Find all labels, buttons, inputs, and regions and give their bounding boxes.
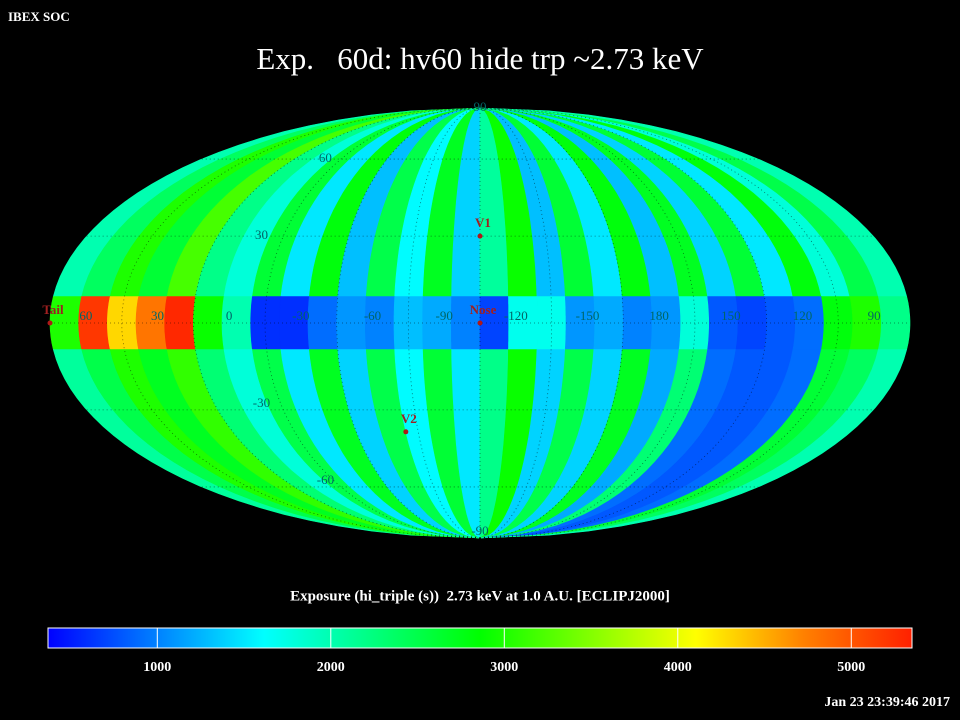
colorbar-tick-label: 2000: [317, 660, 345, 675]
marker: [47, 320, 53, 326]
colorbar-tick-label: 4000: [664, 660, 692, 675]
graticule: [50, 107, 910, 539]
marker: [477, 233, 483, 239]
latitude-label: 30: [255, 227, 268, 242]
meridian: [264, 107, 481, 539]
timestamp: Jan 23 23:39:46 2017: [824, 695, 950, 710]
header: IBEX SOC: [8, 9, 70, 24]
map-cell: [792, 296, 825, 350]
latitude-label: 60: [319, 150, 332, 165]
map-cell: [193, 296, 225, 350]
marker-label: Nose: [470, 302, 497, 317]
longitude-label: -150: [576, 308, 600, 323]
longitude-label: -90: [435, 308, 452, 323]
marker: [477, 320, 483, 326]
meridian: [479, 107, 553, 539]
marker-label: Tail: [42, 302, 64, 317]
latitude-label: -90: [471, 523, 488, 538]
marker-label: V1: [475, 215, 491, 230]
title: Exp. 60d: hv60 hide trp ~2.73 keV: [256, 41, 704, 76]
meridian: [336, 107, 481, 539]
marker-label: V2: [401, 411, 417, 426]
longitude-label: 30: [151, 308, 164, 323]
longitude-label: 180: [649, 308, 669, 323]
latitude-label: -60: [317, 472, 334, 487]
longitude-label: 60: [79, 308, 92, 323]
colorbar: [47, 627, 913, 649]
meridian: [479, 107, 624, 539]
colorbar-tick-label: 1000: [143, 660, 171, 675]
longitude-label: -30: [292, 308, 309, 323]
map-cell: [336, 296, 367, 350]
colorbar-tick-label: 3000: [490, 660, 518, 675]
meridian: [479, 107, 696, 539]
longitude-label: -60: [364, 308, 381, 323]
longitude-label: 90: [868, 308, 881, 323]
meridian: [407, 107, 481, 539]
meridian: [192, 107, 481, 539]
colorbar-label: Exposure (hi_triple (s)) 2.73 keV at 1.0…: [290, 588, 670, 604]
sky-map: [49, 107, 911, 539]
latitude-label: 90: [474, 99, 487, 114]
colorbar-tick-label: 5000: [837, 660, 865, 675]
map-cell: [650, 296, 682, 350]
map-cell: [479, 349, 908, 539]
marker: [403, 429, 409, 435]
longitude-label: 150: [721, 308, 741, 323]
meridian: [479, 107, 768, 539]
latitude-label: -30: [253, 395, 270, 410]
longitude-label: 120: [793, 308, 813, 323]
map-cell: [422, 296, 452, 350]
longitude-label: 0: [226, 308, 233, 323]
longitude-label: -120: [504, 308, 528, 323]
